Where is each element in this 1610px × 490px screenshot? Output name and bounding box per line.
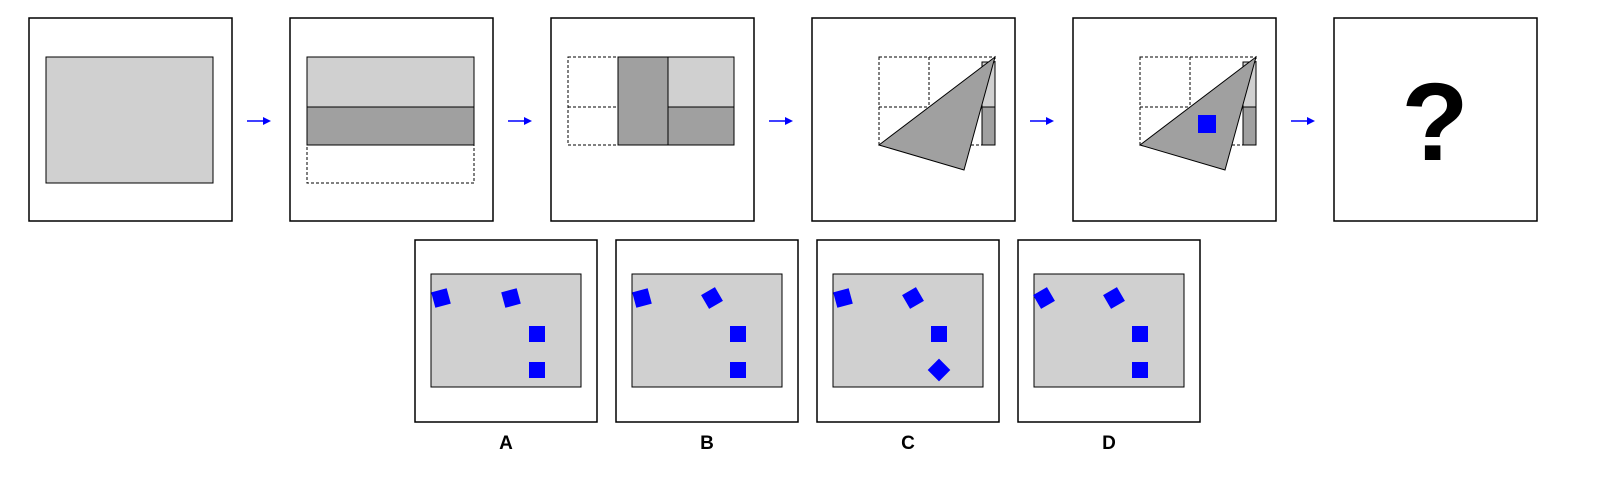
paper-right-bottom [667,106,735,146]
hole [632,288,652,308]
paper-corner-dark [981,106,996,146]
hole [931,326,947,342]
step-5-panel [1072,17,1277,222]
hole [730,326,746,342]
arrow-4 [1030,117,1054,125]
hole [1033,287,1055,309]
folded-column [617,56,669,146]
hole [431,288,451,308]
punched-hole [1198,115,1216,133]
paper-right-top [667,56,735,108]
hole [501,288,521,308]
step-4-panel [811,17,1016,222]
hole [1132,326,1148,342]
folded-triangle [877,55,996,171]
paper-sheet [430,273,582,388]
option-label-b[interactable]: B [700,433,714,454]
step-2-panel [289,17,494,222]
paper-sheet [1033,273,1185,388]
arrow-3 [769,117,793,125]
hole [730,362,746,378]
folded-strip [306,106,475,146]
hole [902,287,924,309]
paper-sheet [631,273,783,388]
paper-corner-dark [1242,106,1257,146]
question-mark: ? [1401,61,1468,184]
option-c[interactable] [816,239,1000,423]
hole [1103,287,1125,309]
hole [529,326,545,342]
question-panel: ? [1333,17,1538,222]
fold-outline-dashed [567,56,619,146]
hole [1132,362,1148,378]
step-1-panel [28,17,233,222]
option-label-a[interactable]: A [499,433,513,454]
option-label-c[interactable]: C [901,433,915,454]
step-3-panel [550,17,755,222]
option-a[interactable] [414,239,598,423]
paper-sheet [832,273,984,388]
hole [833,288,853,308]
paper-sheet [45,56,214,184]
fold-outline-dashed [306,144,475,184]
option-label-d[interactable]: D [1102,433,1116,454]
paper-top-half [306,56,475,108]
hole [701,287,723,309]
hole [529,362,545,378]
arrow-5 [1291,117,1315,125]
option-b[interactable] [615,239,799,423]
panel-frame [1333,17,1538,222]
arrow-2 [508,117,532,125]
option-d[interactable] [1017,239,1201,423]
arrow-1 [247,117,271,125]
hole [927,358,951,382]
folded-triangle [1138,55,1257,171]
